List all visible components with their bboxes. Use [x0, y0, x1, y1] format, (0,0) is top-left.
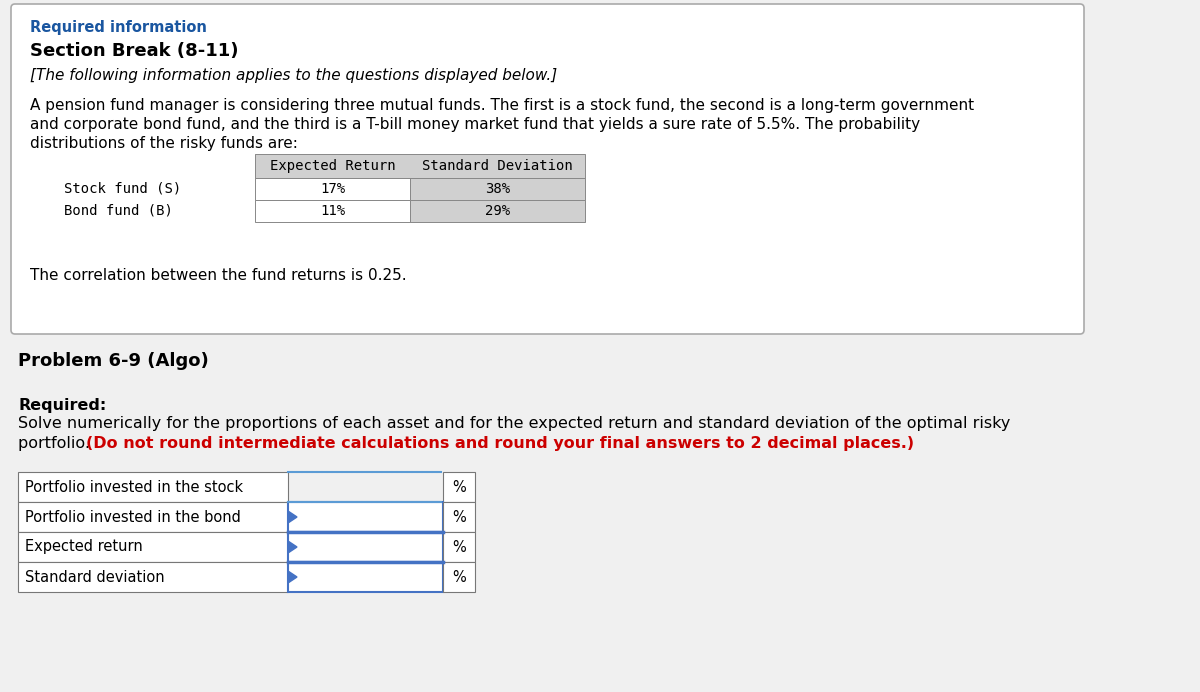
Text: Solve numerically for the proportions of each asset and for the expected return : Solve numerically for the proportions of…	[18, 416, 1010, 431]
Bar	[410, 200, 586, 222]
Text: distributions of the risky funds are:: distributions of the risky funds are:	[30, 136, 298, 151]
Bar	[18, 472, 288, 502]
Polygon shape	[288, 541, 298, 553]
Bar	[256, 178, 410, 200]
Bar	[288, 502, 443, 532]
Polygon shape	[288, 571, 298, 583]
Text: Bond fund (B): Bond fund (B)	[64, 204, 173, 218]
Text: %: %	[452, 480, 466, 495]
Bar	[410, 178, 586, 200]
Text: Expected return: Expected return	[25, 540, 143, 554]
FancyBboxPatch shape	[11, 4, 1084, 334]
Bar	[443, 502, 475, 532]
Text: 29%: 29%	[485, 204, 510, 218]
Text: Portfolio invested in the stock: Portfolio invested in the stock	[25, 480, 244, 495]
Bar	[256, 154, 586, 178]
Text: Required information: Required information	[30, 20, 206, 35]
Text: Problem 6-9 (Algo): Problem 6-9 (Algo)	[18, 352, 209, 370]
Bar	[443, 472, 475, 502]
Text: Standard deviation: Standard deviation	[25, 570, 164, 585]
Bar	[256, 154, 586, 178]
Text: The correlation between the fund returns is 0.25.: The correlation between the fund returns…	[30, 268, 407, 283]
Text: [The following information applies to the questions displayed below.]: [The following information applies to th…	[30, 68, 557, 83]
Bar	[443, 532, 475, 562]
Bar	[288, 532, 443, 562]
Text: 17%: 17%	[320, 182, 346, 196]
Text: portfolio.: portfolio.	[18, 436, 95, 451]
Text: Standard Deviation: Standard Deviation	[422, 159, 572, 173]
Text: 11%: 11%	[320, 204, 346, 218]
Bar	[18, 532, 288, 562]
Text: and corporate bond fund, and the third is a T-bill money market fund that yields: and corporate bond fund, and the third i…	[30, 117, 920, 132]
Text: Expected Return: Expected Return	[270, 159, 395, 173]
Text: Section Break (8-11): Section Break (8-11)	[30, 42, 239, 60]
Text: Required:: Required:	[18, 398, 107, 413]
Text: 38%: 38%	[485, 182, 510, 196]
Text: Portfolio invested in the bond: Portfolio invested in the bond	[25, 509, 241, 525]
Bar	[288, 562, 443, 592]
Bar	[18, 502, 288, 532]
Bar	[443, 562, 475, 592]
Bar	[256, 200, 410, 222]
Text: Stock fund (S): Stock fund (S)	[64, 182, 181, 196]
Text: %: %	[452, 570, 466, 585]
Text: %: %	[452, 540, 466, 554]
Text: (Do not round intermediate calculations and round your final answers to 2 decima: (Do not round intermediate calculations …	[86, 436, 914, 451]
Bar	[18, 562, 288, 592]
Text: %: %	[452, 509, 466, 525]
Polygon shape	[288, 511, 298, 523]
Text: A pension fund manager is considering three mutual funds. The first is a stock f: A pension fund manager is considering th…	[30, 98, 974, 113]
